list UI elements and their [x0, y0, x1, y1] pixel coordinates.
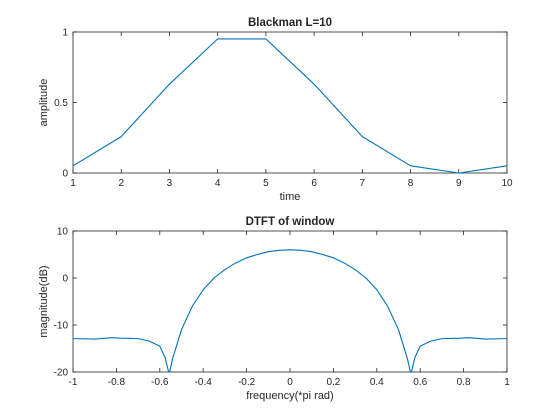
x-tick-label: 5 — [263, 178, 269, 189]
x-tick-label: -1 — [69, 377, 78, 388]
x-tick-label: -0.6 — [151, 377, 169, 388]
x-tick-label: 8 — [408, 178, 414, 189]
x-tick-label: 9 — [456, 178, 462, 189]
x-tick-label: 0.6 — [413, 377, 427, 388]
x-tick-label: -0.4 — [195, 377, 213, 388]
x-tick-label: 0.2 — [326, 377, 340, 388]
x-tick-label: 0 — [287, 377, 293, 388]
x-tick-label: 4 — [215, 178, 221, 189]
x-tick-label: -0.8 — [108, 377, 126, 388]
y-tick-label: 0.5 — [54, 98, 68, 109]
y-tick-label: 0 — [62, 274, 68, 285]
x-tick-label: 2 — [118, 178, 124, 189]
x-axis-label: time — [280, 191, 301, 203]
y-axis-label: amplitude — [38, 79, 50, 127]
x-tick-label: 1 — [70, 178, 76, 189]
plot-panel-time-domain: 1 2 3 4 5 6 7 8 9 10 0 0.5 1 Blackman L=10 time amplitu… — [38, 17, 513, 203]
y-tick-label: -20 — [54, 368, 69, 379]
chart-title: Blackman L=10 — [248, 17, 332, 29]
y-tick-label: 10 — [57, 227, 69, 238]
x-tick-label: 0.8 — [457, 377, 471, 388]
x-tick-label: 6 — [311, 178, 317, 189]
x-tick-label: -0.2 — [238, 377, 256, 388]
series-line — [72, 38, 508, 174]
x-tick-label: 10 — [501, 178, 513, 189]
axes-box — [72, 230, 508, 373]
x-tick-label: 0.4 — [370, 377, 384, 388]
x-tick-label: 1 — [504, 377, 510, 388]
axes-box — [72, 31, 508, 174]
x-tick-label: 7 — [360, 178, 366, 189]
series-line — [72, 249, 508, 373]
y-tick-label: 1 — [62, 28, 68, 39]
y-tick-label: -10 — [54, 321, 69, 332]
x-tick-label: 3 — [167, 178, 173, 189]
x-axis-label: frequency(*pi rad) — [246, 390, 333, 402]
y-axis-label: magnitude(dB) — [38, 265, 50, 337]
y-tick-label: 0 — [62, 169, 68, 180]
chart-title: DTFT of window — [246, 216, 335, 228]
plot-panel-dtft: -1 -0.8 -0.6 -0.4 -0.2 0 0.2 0.4 0.6 0.8 1 -20 -10 0 1… — [38, 216, 510, 402]
